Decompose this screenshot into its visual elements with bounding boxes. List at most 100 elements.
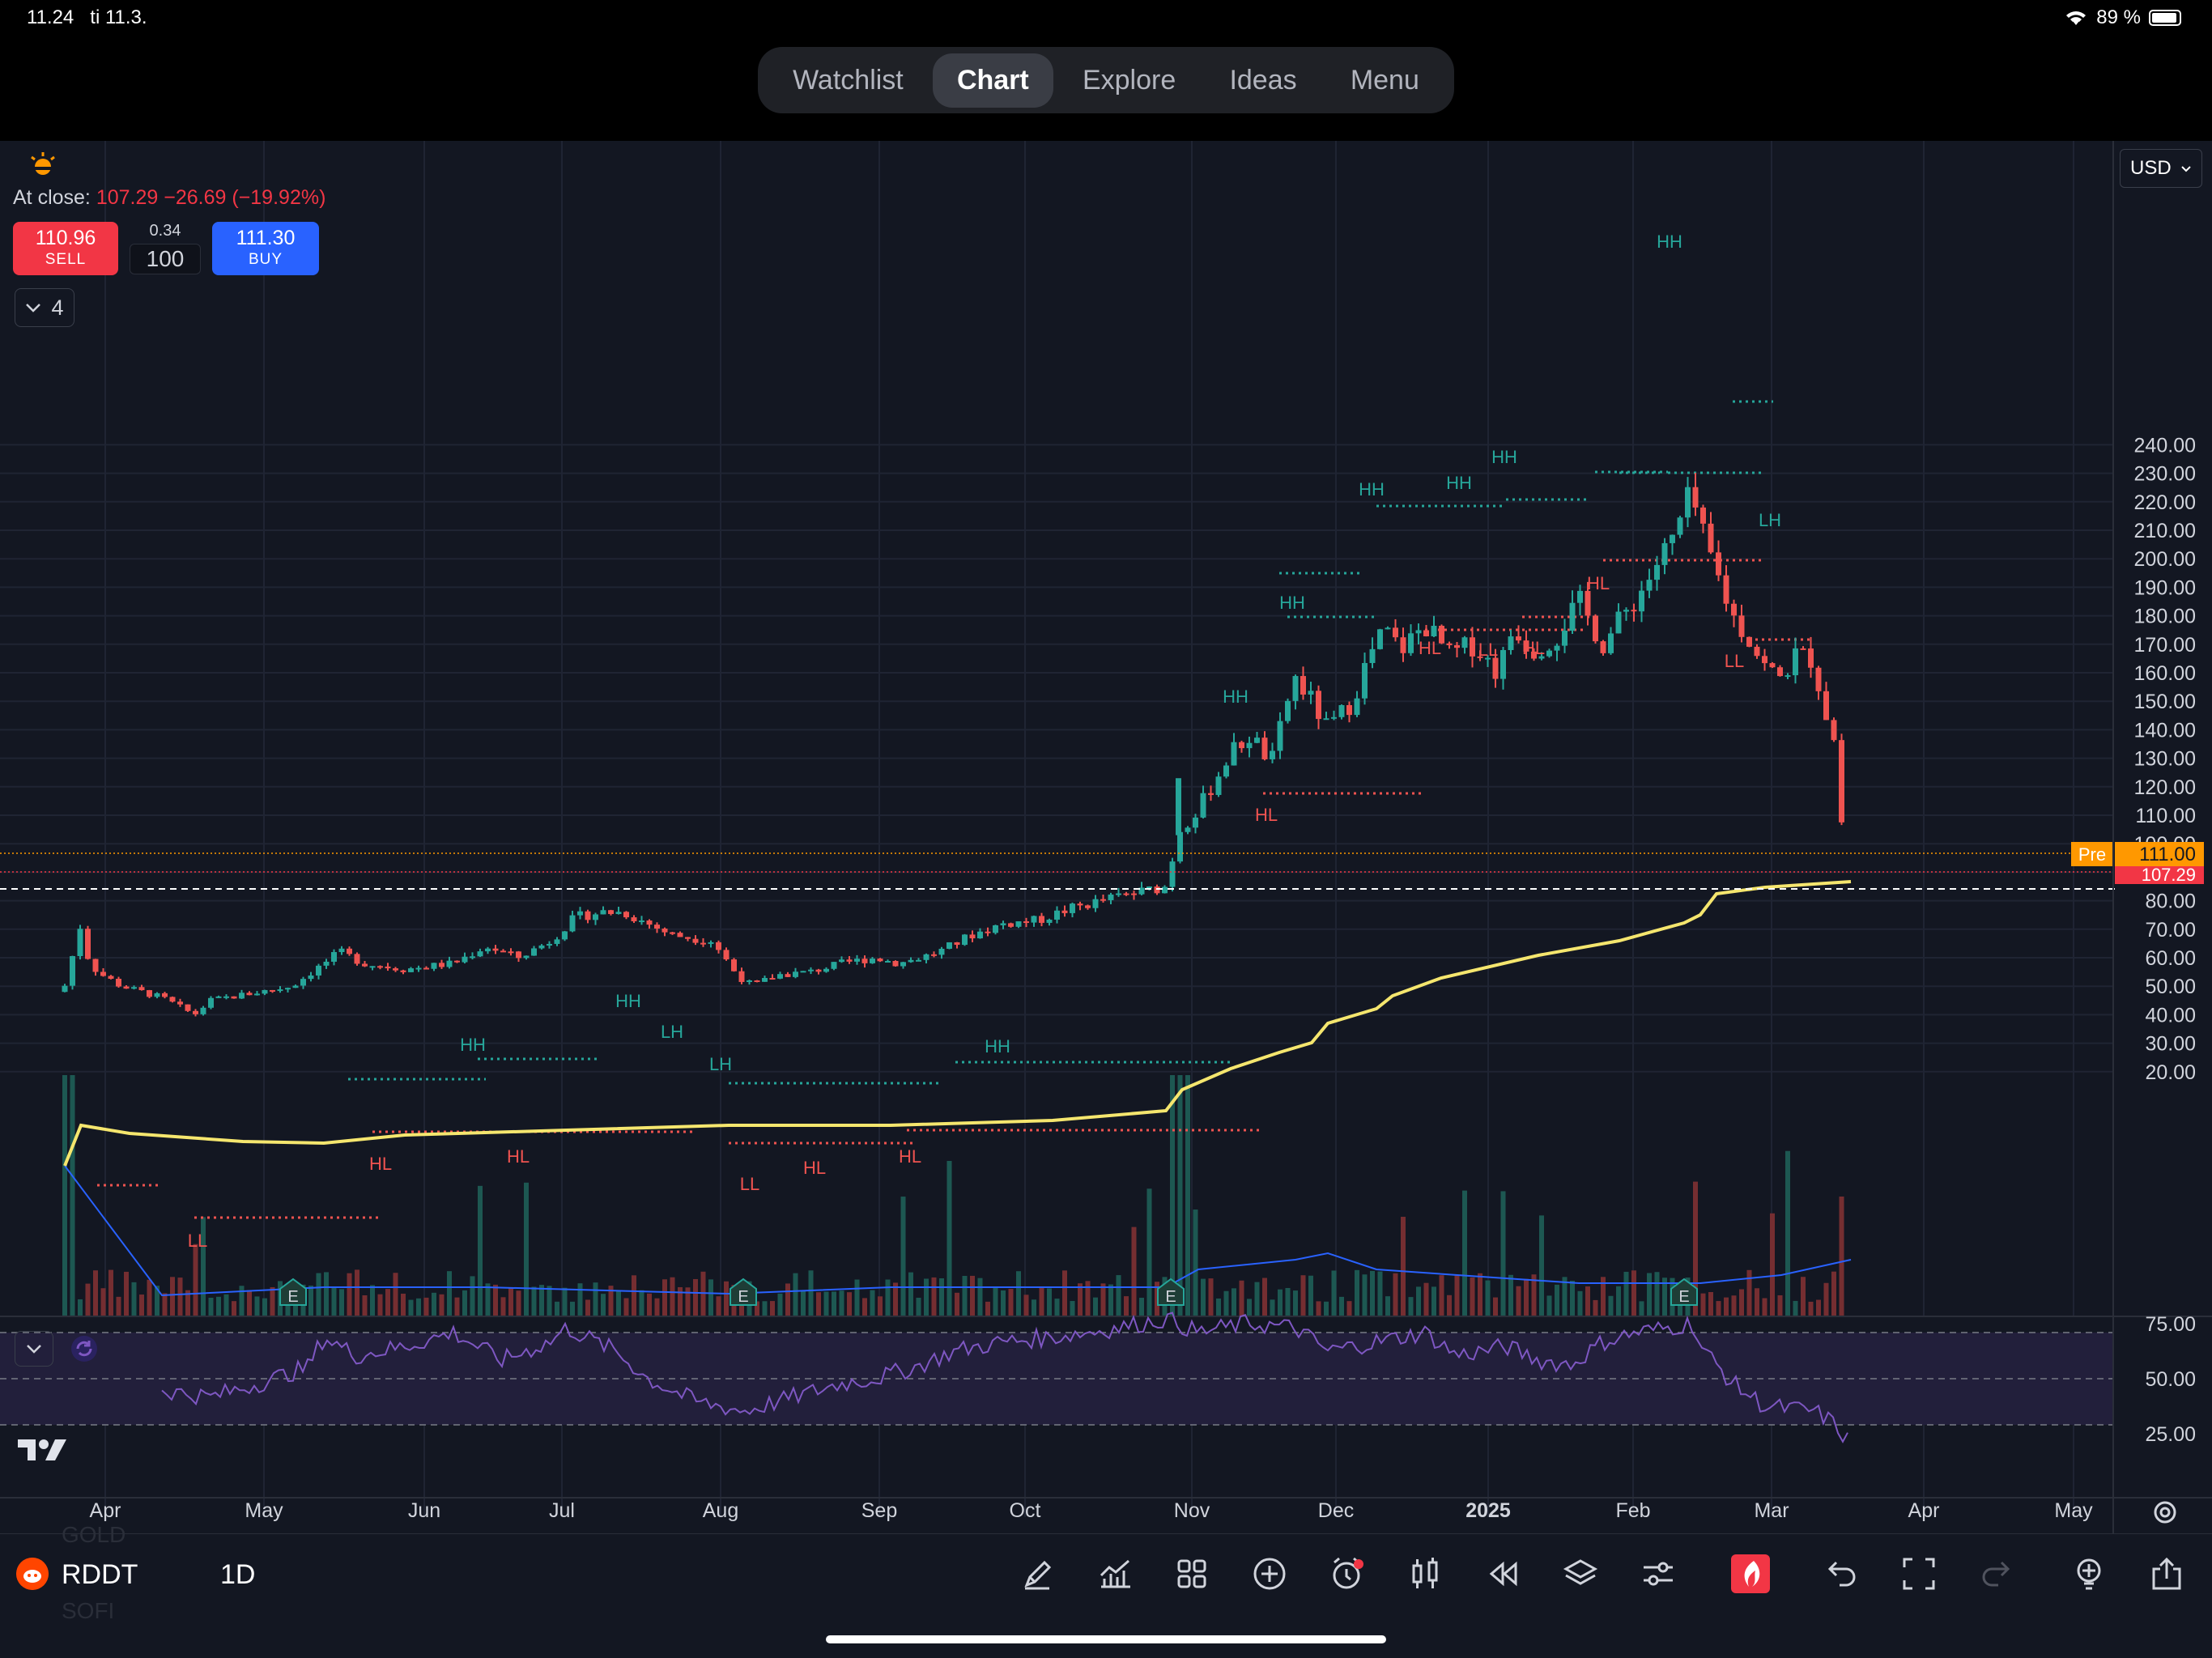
candle-body xyxy=(531,948,537,956)
undo-icon[interactable] xyxy=(1822,1554,1861,1593)
share-icon[interactable] xyxy=(2147,1554,2186,1593)
volume-bar xyxy=(608,1286,614,1318)
rsi-line xyxy=(161,1312,1848,1443)
price-tick-label: 160.00 xyxy=(2134,662,2196,685)
volume-bar xyxy=(1116,1275,1121,1318)
candle-body xyxy=(870,959,875,963)
layouts-icon[interactable] xyxy=(1172,1554,1211,1593)
volume-bar xyxy=(316,1273,321,1318)
volume-bar xyxy=(1047,1288,1052,1318)
add-icon[interactable] xyxy=(1250,1554,1289,1593)
volume-bar xyxy=(878,1296,883,1318)
redo-icon[interactable] xyxy=(1977,1554,2016,1593)
rsi-collapse-button[interactable] xyxy=(15,1331,53,1367)
chart-settings-icon[interactable] xyxy=(2150,1498,2180,1527)
volume-bar xyxy=(654,1298,660,1318)
volume-bar xyxy=(1500,1191,1506,1318)
chart-area[interactable]: HH HH LH LH HH HH HH HH HH HH HH LH HL HL HL HL HL HL HL HL… xyxy=(0,141,2212,1533)
candle-body xyxy=(1654,564,1660,580)
volume-bar xyxy=(1531,1274,1537,1318)
candle-body xyxy=(369,966,376,968)
candle-body xyxy=(262,989,268,994)
volume-bar xyxy=(801,1290,806,1318)
candles-icon[interactable] xyxy=(1406,1554,1444,1593)
candle-body xyxy=(1800,648,1806,650)
volume-bar xyxy=(1601,1277,1606,1318)
candle-body xyxy=(285,988,291,990)
brand-icon[interactable] xyxy=(1731,1554,1770,1593)
time-tick-label: Dec xyxy=(1318,1499,1354,1522)
candle-body xyxy=(1700,507,1706,524)
candle-body xyxy=(270,989,275,992)
volume-bar xyxy=(1623,1271,1629,1318)
candle-body xyxy=(608,910,614,915)
idea-icon[interactable] xyxy=(2069,1554,2108,1593)
volume-bar xyxy=(1662,1278,1667,1318)
tab-ideas[interactable]: Ideas xyxy=(1229,64,1297,96)
chevron-down-icon xyxy=(27,1345,41,1354)
interval-button[interactable]: 1D xyxy=(220,1559,256,1590)
indicators-icon[interactable] xyxy=(1096,1554,1135,1593)
candle-body xyxy=(1331,716,1337,719)
layers-icon[interactable] xyxy=(1561,1554,1600,1593)
candle-body xyxy=(1439,625,1444,644)
volume-bar xyxy=(1355,1269,1359,1318)
candle-body xyxy=(408,968,414,972)
candle-body xyxy=(1085,905,1091,908)
sell-button[interactable]: 110.96 SELL xyxy=(13,222,118,275)
pattern-label: HL xyxy=(1522,638,1545,658)
candle-body xyxy=(308,975,314,980)
settings-sliders-icon[interactable] xyxy=(1639,1554,1678,1593)
candle-body xyxy=(938,948,945,955)
symbol-button[interactable]: RDDT xyxy=(62,1559,138,1590)
vwap-line xyxy=(63,880,1852,1167)
candle-body xyxy=(223,996,229,998)
tab-watchlist[interactable]: Watchlist xyxy=(793,64,904,96)
replay-icon[interactable] xyxy=(1483,1554,1522,1593)
sync-icon[interactable] xyxy=(70,1334,99,1363)
tab-menu[interactable]: Menu xyxy=(1350,64,1419,96)
candle-body xyxy=(354,954,360,964)
volume-bar xyxy=(1331,1270,1337,1318)
battery-percent: 89 % xyxy=(2096,6,2141,28)
candle-body xyxy=(277,989,283,992)
volume-bar xyxy=(777,1293,783,1318)
indicators-collapse-button[interactable]: 4 xyxy=(15,288,74,327)
candle-body xyxy=(1461,637,1468,648)
candle-body xyxy=(1323,718,1329,721)
pen-icon[interactable] xyxy=(1019,1554,1057,1593)
candle-body xyxy=(108,976,114,979)
volume-bar xyxy=(993,1287,998,1318)
quantity-field[interactable]: 100 xyxy=(130,244,201,274)
candle-body xyxy=(1177,831,1183,862)
tab-chart[interactable]: Chart xyxy=(932,53,1053,108)
volume-bar xyxy=(670,1277,675,1318)
volume-bar xyxy=(447,1271,452,1318)
fullscreen-icon[interactable] xyxy=(1899,1554,1938,1593)
pre-badge xyxy=(2071,842,2113,866)
candle-body xyxy=(1470,637,1475,657)
pattern-label: LH xyxy=(661,1022,683,1042)
volume-bar xyxy=(493,1284,498,1318)
pattern-label: HL xyxy=(1419,638,1441,658)
volume-bar xyxy=(1562,1277,1568,1318)
volume-bar xyxy=(1193,1209,1198,1318)
price-tick-label: 130.00 xyxy=(2134,748,2196,771)
volume-bar xyxy=(1539,1215,1544,1318)
alert-icon[interactable] xyxy=(1328,1554,1367,1593)
volume-bar xyxy=(470,1276,475,1318)
currency-select[interactable]: USD xyxy=(2120,149,2202,188)
chart-canvas[interactable]: HH HH LH LH HH HH HH HH HH HH HH LH HL HL HL HL HL HL HL HL… xyxy=(0,141,2212,1533)
buy-button[interactable]: 111.30 BUY xyxy=(212,222,319,275)
volume-bar xyxy=(1616,1286,1621,1318)
candle-body xyxy=(377,966,383,968)
volume-bar xyxy=(762,1301,768,1318)
candle-body xyxy=(1223,765,1229,777)
tab-explore[interactable]: Explore xyxy=(1082,64,1176,96)
volume-bar xyxy=(555,1301,559,1318)
candle-body xyxy=(731,959,737,971)
candle-body xyxy=(1754,646,1760,657)
volume-bar xyxy=(247,1290,252,1318)
volume-bar xyxy=(823,1291,829,1318)
candle-body xyxy=(423,967,429,970)
